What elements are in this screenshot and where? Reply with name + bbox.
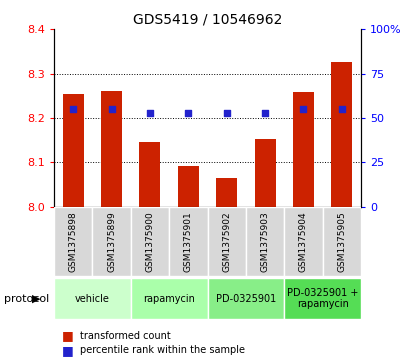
Text: GSM1375901: GSM1375901 — [184, 211, 193, 272]
Bar — [131, 207, 169, 276]
Text: GSM1375898: GSM1375898 — [68, 211, 78, 272]
Text: rapamycin: rapamycin — [143, 294, 195, 303]
Bar — [254, 139, 276, 207]
Point — [108, 106, 115, 112]
Text: PD-0325901: PD-0325901 — [216, 294, 276, 303]
Point — [300, 106, 307, 112]
Bar — [246, 207, 284, 276]
Text: ▶: ▶ — [32, 294, 40, 303]
Text: GSM1375902: GSM1375902 — [222, 211, 231, 272]
Text: GSM1375900: GSM1375900 — [145, 211, 154, 272]
Bar — [54, 207, 92, 276]
Bar — [293, 92, 314, 207]
Text: GSM1375899: GSM1375899 — [107, 211, 116, 272]
Text: vehicle: vehicle — [75, 294, 110, 303]
Bar — [284, 278, 361, 319]
Point — [70, 106, 76, 112]
Text: protocol: protocol — [4, 294, 49, 303]
Bar — [131, 278, 208, 319]
Text: transformed count: transformed count — [80, 331, 171, 341]
Bar — [323, 207, 361, 276]
Bar — [178, 166, 199, 207]
Bar — [331, 61, 352, 207]
Text: PD-0325901 +
rapamycin: PD-0325901 + rapamycin — [287, 288, 358, 309]
Text: GSM1375904: GSM1375904 — [299, 211, 308, 272]
Point — [146, 110, 153, 115]
Bar — [216, 178, 237, 207]
Title: GDS5419 / 10546962: GDS5419 / 10546962 — [133, 12, 282, 26]
Bar — [208, 278, 284, 319]
Point — [262, 110, 269, 115]
Bar — [284, 207, 323, 276]
Point — [223, 110, 230, 115]
Text: ■: ■ — [62, 344, 74, 357]
Bar — [101, 91, 122, 207]
Bar — [63, 94, 84, 207]
Bar — [169, 207, 208, 276]
Point — [339, 106, 345, 112]
Text: percentile rank within the sample: percentile rank within the sample — [80, 345, 245, 355]
Bar — [139, 142, 161, 207]
Text: ■: ■ — [62, 329, 74, 342]
Bar — [208, 207, 246, 276]
Point — [185, 110, 192, 115]
Text: GSM1375903: GSM1375903 — [261, 211, 270, 272]
Text: GSM1375905: GSM1375905 — [337, 211, 347, 272]
Bar — [93, 207, 131, 276]
Bar — [54, 278, 131, 319]
